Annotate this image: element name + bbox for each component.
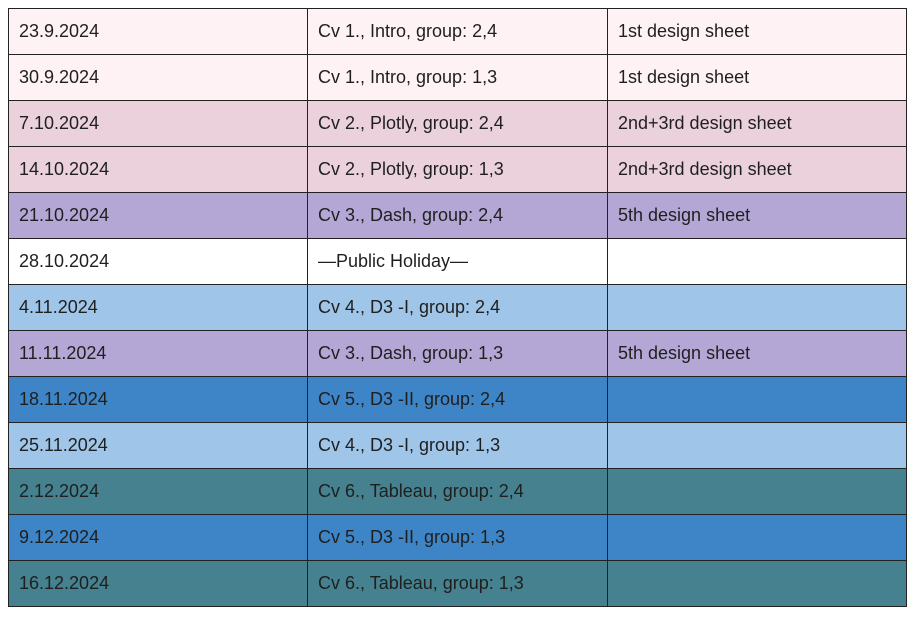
table-row: 14.10.2024 Cv 2., Plotly, group: 1,3 2nd+3… (8, 146, 907, 193)
session-cell[interactable]: Cv 2., Plotly, group: 1,3 (307, 146, 608, 193)
session-cell[interactable]: Cv 4., D3 -I, group: 1,3 (307, 422, 608, 469)
session-cell[interactable]: Cv 3., Dash, group: 1,3 (307, 330, 608, 377)
design-sheet-cell[interactable]: 5th design sheet (607, 192, 907, 239)
table-row: 30.9.2024 Cv 1., Intro, group: 1,3 1st des… (8, 54, 907, 101)
table-row: 21.10.2024 Cv 3., Dash, group: 2,4 5th des… (8, 192, 907, 239)
table-row: 4.11.2024 Cv 4., D3 -I, group: 2,4 (8, 284, 907, 331)
table-row: 28.10.2024 —Public Holiday— (8, 238, 907, 285)
design-sheet-cell[interactable]: 1st design sheet (607, 8, 907, 55)
table-row: 16.12.2024 Cv 6., Tableau, group: 1,3 (8, 560, 907, 607)
date-cell[interactable]: 16.12.2024 (8, 560, 308, 607)
table-row: 25.11.2024 Cv 4., D3 -I, group: 1,3 (8, 422, 907, 469)
date-cell[interactable]: 14.10.2024 (8, 146, 308, 193)
session-cell[interactable]: Cv 1., Intro, group: 1,3 (307, 54, 608, 101)
session-cell[interactable]: Cv 6., Tableau, group: 1,3 (307, 560, 608, 607)
date-cell[interactable]: 28.10.2024 (8, 238, 308, 285)
session-cell[interactable]: Cv 4., D3 -I, group: 2,4 (307, 284, 608, 331)
design-sheet-cell[interactable] (607, 422, 907, 469)
session-cell[interactable]: Cv 6., Tableau, group: 2,4 (307, 468, 608, 515)
design-sheet-cell[interactable] (607, 468, 907, 515)
session-cell[interactable]: —Public Holiday— (307, 238, 608, 285)
schedule-table-container: 23.9.2024 Cv 1., Intro, group: 2,4 1st des… (8, 8, 907, 607)
design-sheet-cell[interactable]: 1st design sheet (607, 54, 907, 101)
table-row: 18.11.2024 Cv 5., D3 -II, group: 2,4 (8, 376, 907, 423)
date-cell[interactable]: 11.11.2024 (8, 330, 308, 377)
design-sheet-cell[interactable]: 2nd+3rd design sheet (607, 100, 907, 147)
schedule-table: 23.9.2024 Cv 1., Intro, group: 2,4 1st des… (8, 8, 907, 607)
table-row: 9.12.2024 Cv 5., D3 -II, group: 1,3 (8, 514, 907, 561)
design-sheet-cell[interactable]: 5th design sheet (607, 330, 907, 377)
design-sheet-cell[interactable] (607, 284, 907, 331)
date-cell[interactable]: 2.12.2024 (8, 468, 308, 515)
table-row: 11.11.2024 Cv 3., Dash, group: 1,3 5th des… (8, 330, 907, 377)
table-row: 23.9.2024 Cv 1., Intro, group: 2,4 1st des… (8, 8, 907, 55)
session-cell[interactable]: Cv 5., D3 -II, group: 1,3 (307, 514, 608, 561)
date-cell[interactable]: 9.12.2024 (8, 514, 308, 561)
schedule-table-body: 23.9.2024 Cv 1., Intro, group: 2,4 1st des… (8, 8, 907, 607)
session-cell[interactable]: Cv 2., Plotly, group: 2,4 (307, 100, 608, 147)
design-sheet-cell[interactable] (607, 514, 907, 561)
date-cell[interactable]: 30.9.2024 (8, 54, 308, 101)
design-sheet-cell[interactable] (607, 376, 907, 423)
design-sheet-cell[interactable]: 2nd+3rd design sheet (607, 146, 907, 193)
design-sheet-cell[interactable] (607, 238, 907, 285)
table-row: 7.10.2024 Cv 2., Plotly, group: 2,4 2nd+3r… (8, 100, 907, 147)
session-cell[interactable]: Cv 1., Intro, group: 2,4 (307, 8, 608, 55)
date-cell[interactable]: 18.11.2024 (8, 376, 308, 423)
date-cell[interactable]: 21.10.2024 (8, 192, 308, 239)
date-cell[interactable]: 4.11.2024 (8, 284, 308, 331)
design-sheet-cell[interactable] (607, 560, 907, 607)
table-row: 2.12.2024 Cv 6., Tableau, group: 2,4 (8, 468, 907, 515)
session-cell[interactable]: Cv 5., D3 -II, group: 2,4 (307, 376, 608, 423)
date-cell[interactable]: 23.9.2024 (8, 8, 308, 55)
session-cell[interactable]: Cv 3., Dash, group: 2,4 (307, 192, 608, 239)
date-cell[interactable]: 7.10.2024 (8, 100, 308, 147)
date-cell[interactable]: 25.11.2024 (8, 422, 308, 469)
